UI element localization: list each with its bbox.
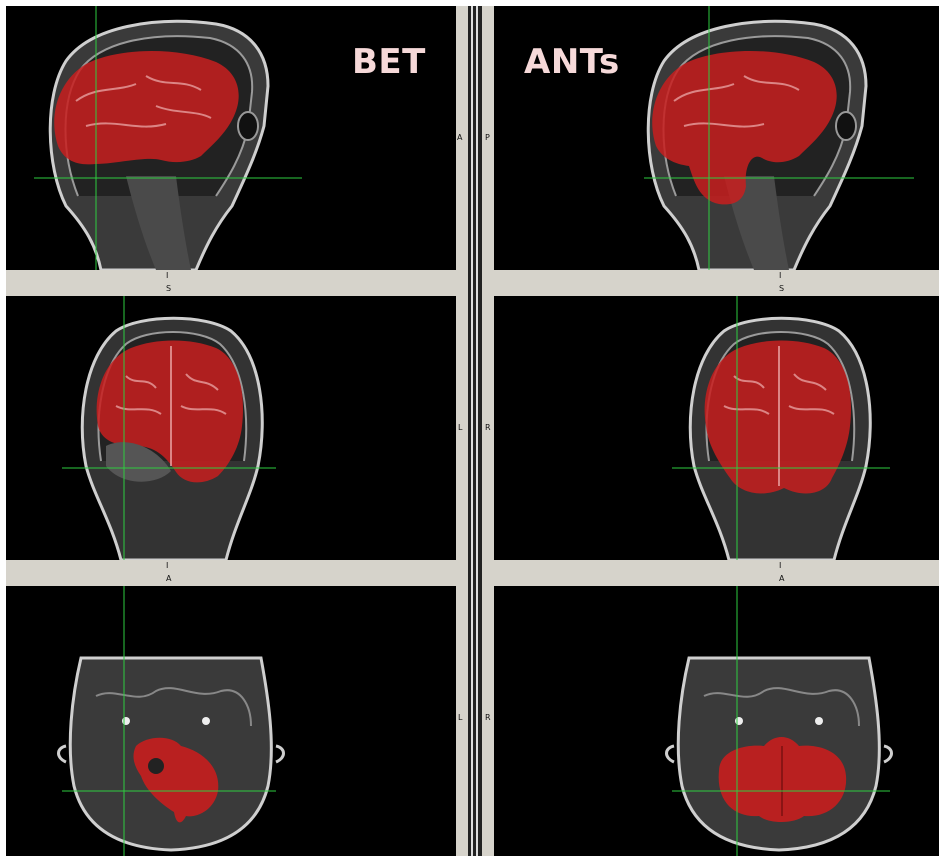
orient-label: P xyxy=(485,133,490,142)
orient-label: A xyxy=(779,574,785,583)
orient-label: I xyxy=(779,561,782,570)
bet-axial-view[interactable] xyxy=(6,586,456,856)
orient-label: L xyxy=(458,713,463,722)
bet-coronal-view[interactable] xyxy=(6,296,456,560)
ants-label: ANTs xyxy=(524,42,620,82)
orient-label: I xyxy=(779,271,782,280)
orient-label: R xyxy=(485,713,491,722)
ants-coronal-view[interactable] xyxy=(494,296,939,560)
ants-sagittal-view[interactable] xyxy=(494,6,939,270)
orient-label: A xyxy=(457,133,463,142)
orient-label: R xyxy=(485,423,491,432)
orient-label: L xyxy=(458,423,463,432)
right-divider-2 xyxy=(494,560,939,586)
bet-label: BET xyxy=(352,42,426,82)
orient-label: S xyxy=(779,284,785,293)
left-side-strip xyxy=(456,6,468,856)
left-divider-1 xyxy=(6,270,456,296)
orient-label: I xyxy=(166,561,169,570)
bet-sagittal-view[interactable] xyxy=(6,6,456,270)
right-divider-1 xyxy=(494,270,939,296)
orient-label: S xyxy=(166,284,172,293)
orient-label: I xyxy=(166,271,169,280)
center-splitter[interactable] xyxy=(468,6,482,856)
right-side-strip xyxy=(482,6,494,856)
ants-axial-view[interactable] xyxy=(494,586,939,856)
orient-label: A xyxy=(166,574,172,583)
left-divider-2 xyxy=(6,560,456,586)
